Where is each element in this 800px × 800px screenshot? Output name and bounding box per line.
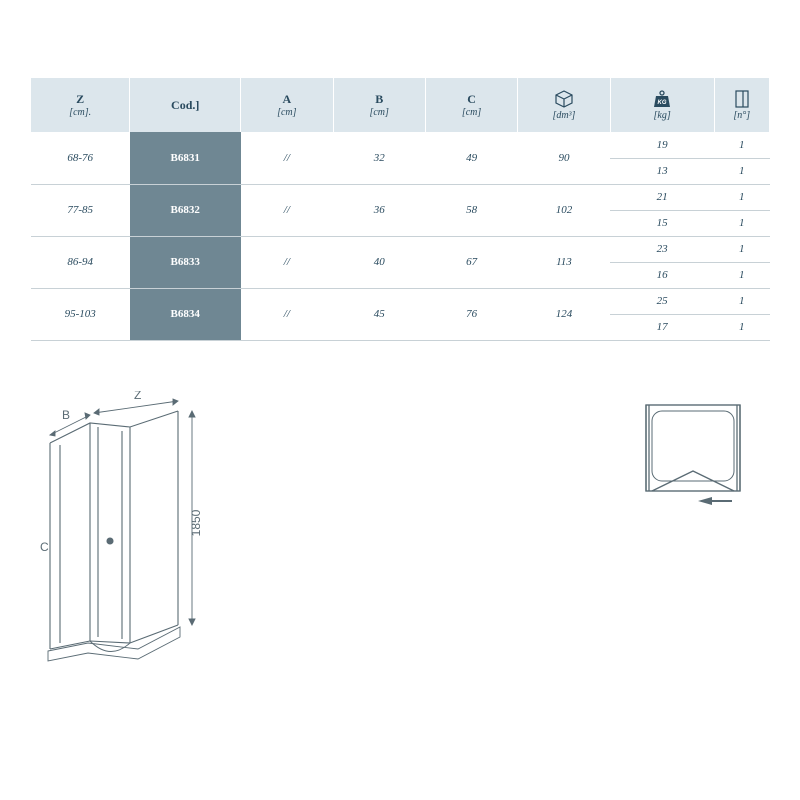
col-header-kg: KG [kg] xyxy=(610,78,714,132)
cell: // xyxy=(241,288,333,340)
svg-text:KG: KG xyxy=(658,100,667,106)
door-diagram: B Z C 1850 xyxy=(30,391,240,691)
cell: B6831 xyxy=(130,132,241,184)
col-header-z: Z[cm]. xyxy=(31,78,130,132)
cell: 58 xyxy=(425,184,517,236)
hdr-n-sub: [n°] xyxy=(719,110,765,121)
hdr-b-main: B xyxy=(338,92,421,107)
hdr-c-main: C xyxy=(430,92,513,107)
cell: // xyxy=(241,184,333,236)
cell: B6832 xyxy=(130,184,241,236)
hdr-a-sub: [cm] xyxy=(245,107,328,118)
cell: 13 xyxy=(610,158,714,184)
cell: 45 xyxy=(333,288,425,340)
cell: 76 xyxy=(425,288,517,340)
cell: 1 xyxy=(714,184,769,210)
cell: 1 xyxy=(714,262,769,288)
cell: // xyxy=(241,132,333,184)
cell: // xyxy=(241,236,333,288)
cell: 25 xyxy=(610,288,714,314)
col-header-b: B[cm] xyxy=(333,78,425,132)
label-C: C xyxy=(40,540,49,554)
spec-table: Z[cm]. Cod.] A[cm] B[cm] C[cm] [dm³] KG … xyxy=(30,78,770,341)
hdr-cod-main: Cod.] xyxy=(134,98,236,113)
cell: 1 xyxy=(714,236,769,262)
cell: 16 xyxy=(610,262,714,288)
hdr-kg-sub: [kg] xyxy=(615,110,710,121)
cell: 32 xyxy=(333,132,425,184)
cell: 1 xyxy=(714,158,769,184)
cell: 67 xyxy=(425,236,517,288)
cell: 113 xyxy=(518,236,610,288)
col-header-n: [n°] xyxy=(714,78,769,132)
cell: 15 xyxy=(610,210,714,236)
plan-diagram xyxy=(640,399,750,509)
cell: 1 xyxy=(714,132,769,158)
spec-table-container: Z[cm]. Cod.] A[cm] B[cm] C[cm] [dm³] KG … xyxy=(30,78,770,341)
hdr-a-main: A xyxy=(245,92,328,107)
cell: 21 xyxy=(610,184,714,210)
col-header-a: A[cm] xyxy=(241,78,333,132)
table-row: 86-94B6833//4067113231 xyxy=(31,236,770,262)
cell: B6833 xyxy=(130,236,241,288)
cell: 77-85 xyxy=(31,184,130,236)
cell: 1 xyxy=(714,210,769,236)
cell: 23 xyxy=(610,236,714,262)
header-row: Z[cm]. Cod.] A[cm] B[cm] C[cm] [dm³] KG … xyxy=(31,78,770,132)
cell: 124 xyxy=(518,288,610,340)
diagram-row: B Z C 1850 xyxy=(30,391,770,691)
col-header-c: C[cm] xyxy=(425,78,517,132)
hdr-c-sub: [cm] xyxy=(430,107,513,118)
col-header-cod: Cod.] xyxy=(130,78,241,132)
height-label: 1850 xyxy=(189,509,203,536)
table-body: 68-76B6831//32499019113177-85B6832//3658… xyxy=(31,132,770,340)
label-B: B xyxy=(62,408,70,422)
cell: 102 xyxy=(518,184,610,236)
label-Z: Z xyxy=(134,391,141,402)
cell: 36 xyxy=(333,184,425,236)
cell: 95-103 xyxy=(31,288,130,340)
table-row: 95-103B6834//4576124251 xyxy=(31,288,770,314)
table-row: 68-76B6831//324990191 xyxy=(31,132,770,158)
cell: 1 xyxy=(714,314,769,340)
cell: 49 xyxy=(425,132,517,184)
cell: 86-94 xyxy=(31,236,130,288)
cell: 40 xyxy=(333,236,425,288)
hdr-z-sub: [cm]. xyxy=(35,107,125,118)
box-icon xyxy=(553,90,575,108)
hdr-b-sub: [cm] xyxy=(338,107,421,118)
cell: 90 xyxy=(518,132,610,184)
cell: 1 xyxy=(714,288,769,314)
cell: 19 xyxy=(610,132,714,158)
col-header-dm: [dm³] xyxy=(518,78,610,132)
hdr-dm-sub: [dm³] xyxy=(522,110,605,121)
panel-icon xyxy=(734,90,750,108)
weight-icon: KG xyxy=(651,90,673,108)
cell: B6834 xyxy=(130,288,241,340)
cell: 68-76 xyxy=(31,132,130,184)
hdr-z-main: Z xyxy=(35,92,125,107)
table-row: 77-85B6832//3658102211 xyxy=(31,184,770,210)
cell: 17 xyxy=(610,314,714,340)
